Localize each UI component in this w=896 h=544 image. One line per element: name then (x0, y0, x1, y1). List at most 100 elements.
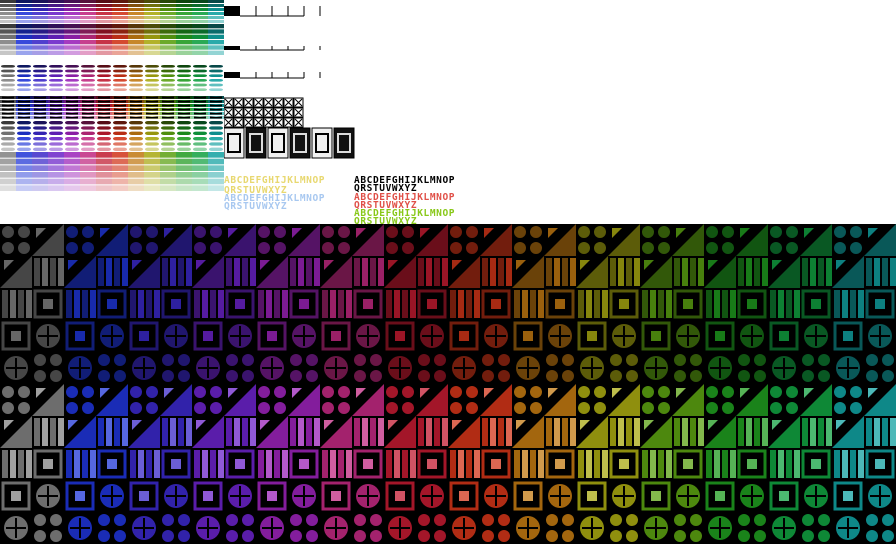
swatch-indigo-5 (32, 152, 48, 191)
tile-column-teal (832, 224, 896, 544)
swatch-green-2-4 (193, 121, 207, 151)
bracket-tile-icon (224, 127, 245, 159)
tile-column-purple (256, 224, 320, 544)
swatch-olive-4 (145, 121, 159, 151)
swatch-gray-4 (1, 121, 15, 151)
swatch-green-4 (177, 121, 191, 151)
tile-column-green-2 (768, 224, 832, 544)
color-swatch-grid (0, 0, 224, 192)
swatch-yellow-green-0 (160, 0, 176, 23)
swatch-crimson-5 (96, 152, 112, 191)
swatch-indigo-0 (32, 0, 48, 23)
swatch-magenta-4 (81, 121, 95, 151)
swatch-yellow-green-4 (161, 121, 175, 151)
swatch-teal-1 (208, 24, 224, 55)
swatch-green-5 (176, 152, 192, 191)
font-black-line-1: ABCDEFGHIJKLMNOP (354, 175, 456, 186)
swatch-green-2-2 (193, 65, 207, 91)
swatch-purple-4 (65, 121, 79, 151)
swatch-green-1 (176, 24, 192, 55)
gear-tile-icon (311, 127, 333, 159)
font-green-line-2: QRSTUVWXYZ (354, 216, 418, 227)
tile-column-violet (192, 224, 256, 544)
font-white-line-1: ABCDEFGHIJKLMNOP (224, 175, 326, 186)
swatch-violet-1 (48, 24, 64, 55)
swatch-magenta-2 (81, 65, 95, 91)
tile-column-orange (512, 224, 576, 544)
font-lightblue-line-1: ABCDEFGHIJKLMNOP (224, 193, 326, 204)
swatch-red-3 (112, 96, 128, 119)
swatch-indigo-1 (32, 24, 48, 55)
swatch-orange-0 (128, 0, 144, 23)
swatch-purple-1 (64, 24, 80, 55)
swatch-crimson-3 (96, 96, 112, 119)
swatch-red-5 (112, 152, 128, 191)
swatch-teal-4 (209, 121, 223, 151)
tile-column-green (704, 224, 768, 544)
swatch-olive-2 (145, 65, 159, 91)
cross-row-0 (224, 97, 304, 108)
ruler-line-2 (224, 72, 321, 79)
swatch-yellow-green-5 (160, 152, 176, 191)
cross-row-1 (224, 107, 304, 118)
swatch-red-2 (113, 65, 127, 91)
border-tile-set (224, 0, 360, 160)
swatch-violet-2 (49, 65, 63, 91)
swatch-magenta-1 (80, 24, 96, 55)
swatch-gray-1 (0, 24, 16, 55)
swatch-indigo-3 (32, 96, 48, 119)
swatch-purple-5 (64, 152, 80, 191)
tile-sheet (0, 224, 896, 544)
swatch-teal-3 (208, 96, 224, 119)
tile-column-indigo (128, 224, 192, 544)
swatch-green-0 (176, 0, 192, 23)
swatch-olive-1 (144, 24, 160, 55)
swatch-red-1 (112, 24, 128, 55)
swatch-magenta-5 (80, 152, 96, 191)
swatch-purple-0 (64, 0, 80, 23)
swatch-gray-0 (0, 0, 16, 23)
barrel-tile-icon (333, 127, 355, 159)
swatch-purple-3 (64, 96, 80, 119)
swatch-blue-1 (16, 24, 32, 55)
swatch-green-2 (177, 65, 191, 91)
tile-sheet-graphic (0, 224, 896, 544)
swatch-orange-1 (128, 24, 144, 55)
swatch-teal-2 (209, 65, 223, 91)
swatch-crimson-1 (96, 24, 112, 55)
swatch-teal-0 (208, 0, 224, 23)
swatch-orange-3 (128, 96, 144, 119)
swatch-violet-5 (48, 152, 64, 191)
swatch-green-2-3 (192, 96, 208, 119)
cross-row-2 (224, 117, 304, 128)
font-green-line-1: ABCDEFGHIJKLMNOP (354, 208, 456, 219)
swatch-purple-2 (65, 65, 79, 91)
font-yellow-line-1: ABCDEFGHIJKLMNOP (224, 175, 326, 186)
font-lightblue-line-2: QRSTUVWXYZ (224, 201, 288, 212)
swatch-crimson-4 (97, 121, 111, 151)
swatch-orange-2 (129, 65, 143, 91)
swatch-crimson-0 (96, 0, 112, 23)
swatch-teal-5 (208, 152, 224, 191)
swatch-orange-4 (129, 121, 143, 151)
swatch-gray-2 (1, 65, 15, 91)
swatch-blue-3 (16, 96, 32, 119)
swatch-indigo-2 (33, 65, 47, 91)
tile-column-red (448, 224, 512, 544)
cross-tile-icon (267, 127, 289, 159)
swatch-olive-3 (144, 96, 160, 119)
swatch-yellow-green-2 (161, 65, 175, 91)
swatch-red-4 (113, 121, 127, 151)
tile-column-blue (64, 224, 128, 544)
swatch-blue-5 (16, 152, 32, 191)
swatch-red-0 (112, 0, 128, 23)
swatch-olive-0 (144, 0, 160, 23)
swatch-green-2-5 (192, 152, 208, 191)
swatch-olive-5 (144, 152, 160, 191)
swatch-blue-4 (17, 121, 31, 151)
tile-column-magenta (320, 224, 384, 544)
swatch-yellow-green-3 (160, 96, 176, 119)
swatch-green-2-0 (192, 0, 208, 23)
tile-column-olive (576, 224, 640, 544)
swatch-gray-5 (0, 152, 16, 191)
